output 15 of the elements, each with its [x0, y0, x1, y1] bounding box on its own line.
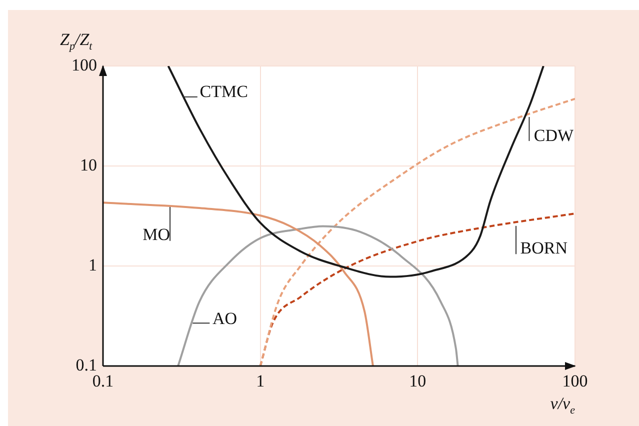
- series-label: AO: [212, 309, 238, 328]
- series-label: CTMC: [200, 82, 248, 101]
- y-tick-label: 1: [88, 255, 97, 274]
- series-label: CDW: [534, 126, 575, 145]
- x-tick-label: 1: [256, 372, 265, 391]
- y-tick-label: 0.1: [76, 355, 97, 374]
- y-axis-title: Z$_{p}$/Z$_{t}$: [60, 30, 92, 52]
- y-tick-label: 10: [80, 155, 97, 174]
- x-axis-title: v/v$_{e}$: [550, 394, 575, 416]
- x-tick-label: 0.1: [92, 372, 114, 391]
- y-tick-label: 100: [72, 55, 97, 74]
- series-label: MO: [142, 225, 170, 244]
- series-label: BORN: [520, 238, 568, 258]
- x-tick-label: 100: [562, 372, 588, 391]
- x-tick-label: 10: [409, 372, 426, 391]
